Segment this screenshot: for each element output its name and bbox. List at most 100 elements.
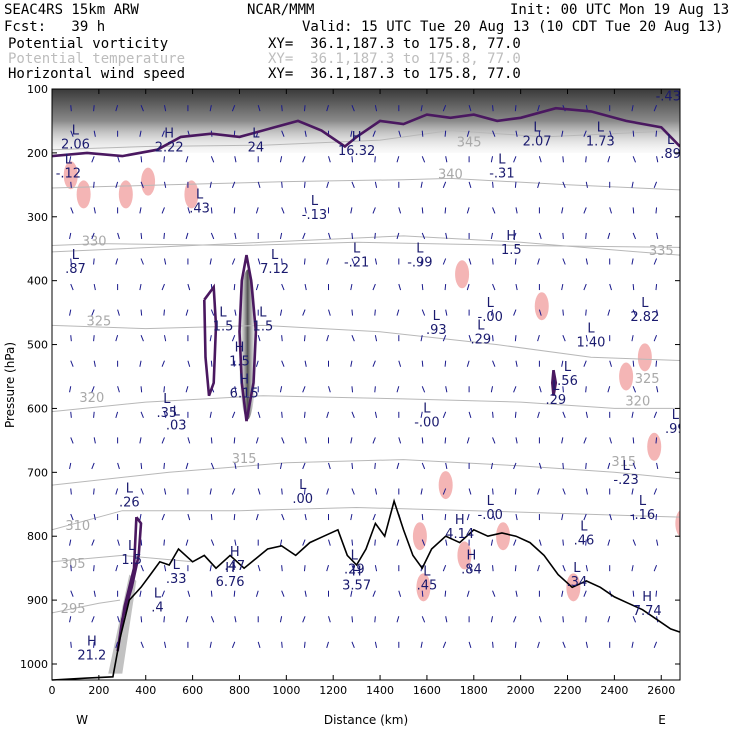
- wind-max-area: [438, 471, 453, 500]
- wind-vector: [398, 130, 402, 137]
- wind-vector: [396, 386, 400, 393]
- x-tick-label: 2000: [507, 684, 535, 697]
- wind-vector: [210, 514, 213, 521]
- wind-vector: [91, 462, 95, 470]
- wind-vector: [70, 360, 74, 367]
- wind-vector: [304, 590, 307, 597]
- wind-vector: [234, 156, 237, 163]
- wind-vector: [115, 641, 119, 648]
- wind-vector: [70, 207, 74, 214]
- wind-max-area: [141, 167, 156, 196]
- wind-vector: [326, 105, 329, 112]
- forecast-hour: Fcst: 39 h: [4, 19, 106, 35]
- wind-vector: [490, 232, 494, 240]
- wind-vector: [583, 590, 587, 597]
- wind-vector: [538, 156, 542, 163]
- low-marker: L: [219, 306, 227, 321]
- wind-vector: [70, 335, 72, 342]
- x-tick-label: 1600: [413, 684, 441, 697]
- wind-vector: [231, 641, 236, 649]
- wind-vector: [351, 641, 355, 649]
- theta-label: 340: [438, 167, 463, 182]
- wind-vector: [233, 590, 236, 597]
- valid-time: Valid: 15 UTC Tue 20 Aug 13 (10 CDT Tue …: [302, 19, 724, 35]
- y-tick-label: 100: [27, 83, 48, 96]
- wind-vector: [281, 207, 285, 214]
- wind-vector: [93, 105, 95, 112]
- theta-label: 320: [79, 391, 104, 406]
- wind-vector: [326, 411, 329, 418]
- wind-vector: [514, 411, 517, 418]
- wind-vector: [374, 181, 378, 188]
- wind-vector: [632, 437, 635, 444]
- wind-vector: [585, 488, 588, 495]
- wind-vector: [328, 616, 331, 623]
- wind-vector: [187, 207, 191, 214]
- wind-vector: [632, 386, 636, 393]
- theta-contour-320: [52, 395, 680, 413]
- wind-vector: [442, 181, 447, 189]
- wind-pink-layer: [63, 161, 680, 602]
- wind-vector: [444, 437, 447, 444]
- wind-vector: [185, 156, 189, 163]
- wind-vector: [515, 283, 518, 291]
- wind-vector: [515, 360, 518, 367]
- extremum-value: 1.40: [576, 336, 605, 351]
- wind-vector: [140, 156, 143, 163]
- wind-vector: [561, 207, 564, 214]
- wind-vector: [632, 232, 636, 240]
- wind-vector: [655, 360, 658, 367]
- wind-vector: [468, 105, 472, 112]
- wind-vector: [490, 156, 494, 163]
- wind-vector: [187, 437, 191, 444]
- extremum-value: .46: [574, 534, 595, 549]
- wind-vector: [93, 283, 96, 291]
- wind-vector: [163, 156, 165, 163]
- wind-vector: [468, 258, 472, 265]
- low-marker: L: [351, 548, 359, 563]
- wind-vector: [442, 104, 447, 112]
- wind-vector: [326, 641, 329, 648]
- wind-vector: [656, 309, 659, 316]
- wind-vector: [351, 616, 354, 623]
- wind-vector: [492, 283, 496, 291]
- wind-vector: [632, 207, 635, 214]
- wind-vector: [210, 590, 213, 597]
- wind-vector: [561, 437, 564, 444]
- wind-vector: [257, 181, 261, 188]
- wind-vector: [609, 513, 612, 521]
- low-marker: L: [622, 459, 630, 474]
- field-name-wind: Horizontal wind speed: [8, 66, 186, 82]
- theta-contour-335: [52, 235, 680, 256]
- wind-vector: [653, 104, 658, 112]
- extremum-value: -.31: [489, 166, 514, 181]
- wind-vector: [139, 437, 142, 444]
- wind-vector: [585, 309, 587, 316]
- wind-vector: [163, 258, 167, 265]
- extremum-value: 24: [248, 141, 265, 156]
- extremum-value: -.12: [56, 166, 81, 181]
- wind-vector: [421, 309, 426, 316]
- high-marker: H: [352, 564, 362, 579]
- wind-vector: [163, 386, 165, 393]
- wind-vector: [281, 411, 283, 418]
- wind-vector: [421, 590, 424, 597]
- wind-max-area: [118, 180, 133, 209]
- wind-vector: [70, 283, 74, 291]
- wind-vector: [117, 156, 120, 163]
- wind-vector: [163, 105, 167, 112]
- wind-vector: [396, 539, 400, 546]
- wind-vector: [653, 488, 658, 495]
- wind-vector: [372, 130, 376, 137]
- wind-vector: [304, 207, 307, 214]
- y-tick-label: 200: [27, 147, 48, 160]
- wind-vector: [302, 616, 306, 623]
- wind-vector: [326, 181, 329, 188]
- wind-vector: [209, 411, 212, 418]
- wind-vector: [585, 258, 588, 265]
- wind-vector: [91, 156, 95, 163]
- extremum-value: .26: [119, 495, 140, 510]
- theta-contour-315: [52, 459, 680, 486]
- wind-vector: [91, 539, 95, 546]
- wind-vector: [303, 411, 306, 418]
